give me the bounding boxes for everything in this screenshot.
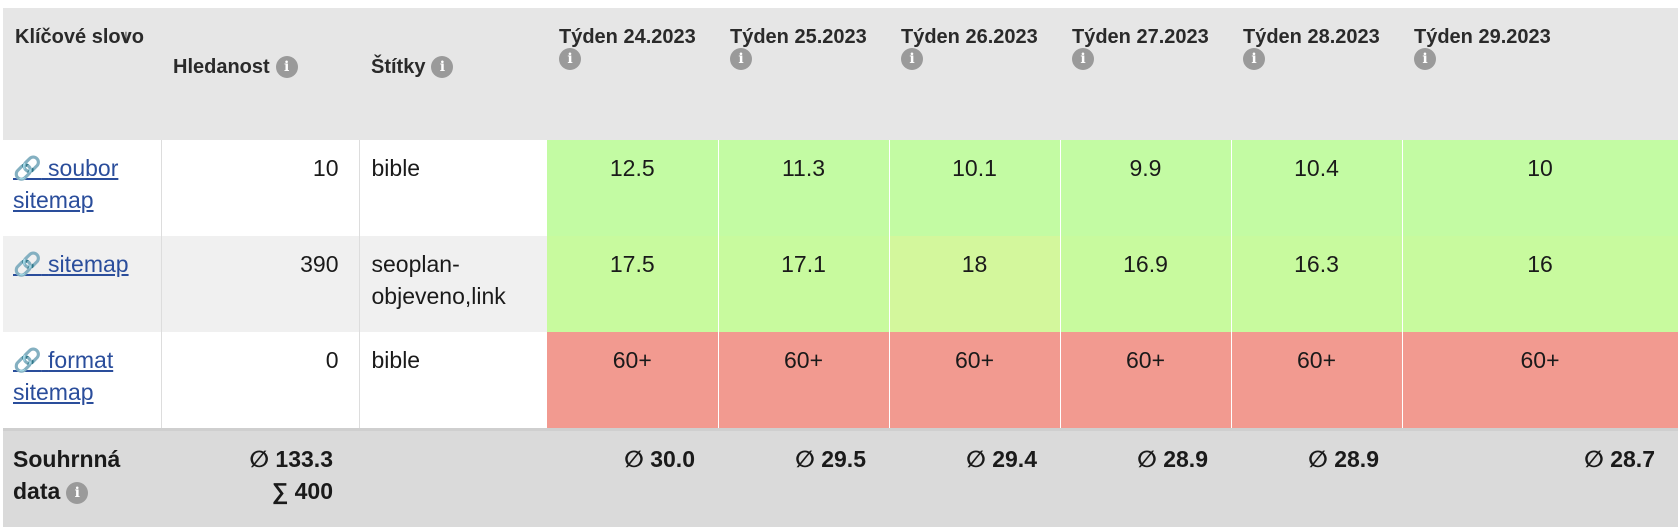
tags-cell: bible [359, 140, 547, 236]
position-cell: 10.4 [1231, 140, 1402, 236]
position-cell: 60+ [1060, 332, 1231, 430]
search-volume-cell: 10 [161, 140, 359, 236]
position-cell: 9.9 [1060, 140, 1231, 236]
info-icon[interactable]: i [66, 482, 88, 504]
position-cell: 16.3 [1231, 236, 1402, 332]
position-cell: 60+ [889, 332, 1060, 430]
header-week-label: Týden 29.2023 [1414, 26, 1551, 48]
position-cell: 17.1 [718, 236, 889, 332]
keyword-link[interactable]: 🔗 soubor sitemap [13, 155, 118, 213]
header-search-volume[interactable]: Hledanost i [161, 8, 359, 140]
summary-week: ∅ 29.4 [889, 430, 1060, 527]
link-icon: 🔗 [13, 155, 42, 181]
header-week-label: Týden 25.2023 [730, 26, 867, 48]
position-cell: 12.5 [547, 140, 718, 236]
summary-tags-cell [359, 430, 547, 527]
keyword-text: sitemap [48, 251, 129, 277]
link-icon: 🔗 [13, 251, 42, 277]
summary-search-volume-avg: ∅ 133.3 [161, 443, 333, 475]
position-cell: 18 [889, 236, 1060, 332]
info-icon[interactable]: i [730, 48, 752, 70]
position-cell: 16.9 [1060, 236, 1231, 332]
summary-week: ∅ 29.5 [718, 430, 889, 527]
position-cell: 60+ [1231, 332, 1402, 430]
search-volume-cell: 0 [161, 332, 359, 430]
sort-arrow-icon[interactable]: ↓ [121, 22, 131, 52]
link-icon: 🔗 [13, 347, 42, 373]
header-week-label: Týden 24.2023 [559, 26, 696, 48]
position-cell: 17.5 [547, 236, 718, 332]
position-cell: 16 [1402, 236, 1678, 332]
summary-week: ∅ 28.9 [1231, 430, 1402, 527]
tags-cell: seoplan-objeveno,link [359, 236, 547, 332]
position-cell: 60+ [547, 332, 718, 430]
summary-week: ∅ 30.0 [547, 430, 718, 527]
header-tags-label: Štítky [371, 56, 425, 78]
info-icon[interactable]: i [1072, 48, 1094, 70]
info-icon[interactable]: i [1414, 48, 1436, 70]
header-search-volume-label: Hledanost [173, 56, 270, 78]
keyword-link[interactable]: 🔗 sitemap [13, 251, 129, 277]
position-cell: 10.1 [889, 140, 1060, 236]
summary-week: ∅ 28.9 [1060, 430, 1231, 527]
header-week-label: Týden 27.2023 [1072, 26, 1209, 48]
position-cell: 60+ [1402, 332, 1678, 430]
info-icon[interactable]: i [901, 48, 923, 70]
summary-search-volume-sum: ∑ 400 [161, 475, 333, 507]
info-icon[interactable]: i [1243, 48, 1265, 70]
search-volume-cell: 390 [161, 236, 359, 332]
position-cell: 11.3 [718, 140, 889, 236]
position-cell: 10 [1402, 140, 1678, 236]
position-cell: 60+ [718, 332, 889, 430]
info-icon[interactable]: i [431, 56, 453, 78]
header-week-label: Týden 28.2023 [1243, 26, 1380, 48]
header-week-label: Týden 26.2023 [901, 26, 1038, 48]
keyword-link[interactable]: 🔗 format sitemap [13, 347, 113, 405]
keyword-cell: 🔗 format sitemap [3, 332, 161, 430]
info-icon[interactable]: i [276, 56, 298, 78]
table-row: 🔗 sitemap 390 seoplan-objeveno,link 17.5… [3, 236, 1678, 332]
keyword-cell: 🔗 sitemap [3, 236, 161, 332]
info-icon[interactable]: i [559, 48, 581, 70]
table-row: 🔗 format sitemap 0 bible 60+ 60+ 60+ 60+… [3, 332, 1678, 430]
keyword-cell: 🔗 soubor sitemap [3, 140, 161, 236]
header-keyword[interactable]: Klíčové slovo ↓ [3, 8, 161, 140]
summary-week: ∅ 28.7 [1402, 430, 1678, 527]
tags-cell: bible [359, 332, 547, 430]
table-row: 🔗 soubor sitemap 10 bible 12.5 11.3 10.1… [3, 140, 1678, 236]
summary-search-volume: ∅ 133.3 ∑ 400 [161, 430, 359, 527]
